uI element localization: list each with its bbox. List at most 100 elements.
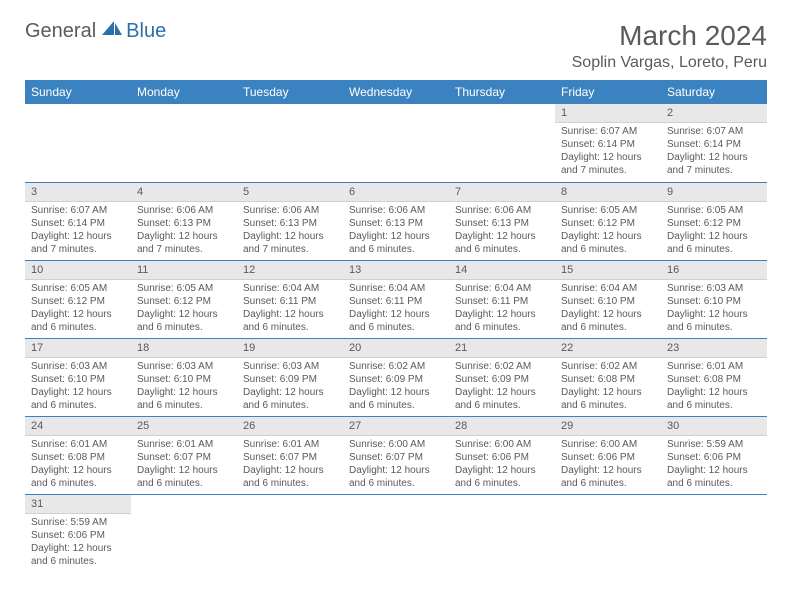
sunset-text: Sunset: 6:08 PM	[667, 373, 761, 386]
daylight-text: Daylight: 12 hours and 7 minutes.	[31, 230, 125, 256]
sunset-text: Sunset: 6:06 PM	[561, 451, 655, 464]
day-content: Sunrise: 6:01 AMSunset: 6:08 PMDaylight:…	[661, 358, 767, 415]
day-number: 19	[237, 339, 343, 358]
calendar-day-cell: 25Sunrise: 6:01 AMSunset: 6:07 PMDayligh…	[131, 416, 237, 494]
sunset-text: Sunset: 6:06 PM	[667, 451, 761, 464]
day-content: Sunrise: 5:59 AMSunset: 6:06 PMDaylight:…	[25, 514, 131, 571]
calendar-day-cell: 18Sunrise: 6:03 AMSunset: 6:10 PMDayligh…	[131, 338, 237, 416]
sunrise-text: Sunrise: 6:03 AM	[31, 360, 125, 373]
day-number: 12	[237, 261, 343, 280]
sunrise-text: Sunrise: 6:00 AM	[455, 438, 549, 451]
day-number: 22	[555, 339, 661, 358]
logo-text-general: General	[25, 20, 96, 43]
daylight-text: Daylight: 12 hours and 6 minutes.	[561, 308, 655, 334]
calendar-day-cell: 9Sunrise: 6:05 AMSunset: 6:12 PMDaylight…	[661, 182, 767, 260]
sunset-text: Sunset: 6:12 PM	[667, 217, 761, 230]
calendar-day-cell: 5Sunrise: 6:06 AMSunset: 6:13 PMDaylight…	[237, 182, 343, 260]
sunset-text: Sunset: 6:09 PM	[349, 373, 443, 386]
sunrise-text: Sunrise: 6:07 AM	[667, 125, 761, 138]
calendar-day-cell: 29Sunrise: 6:00 AMSunset: 6:06 PMDayligh…	[555, 416, 661, 494]
day-number: 2	[661, 104, 767, 123]
sunrise-text: Sunrise: 6:04 AM	[349, 282, 443, 295]
day-number: 15	[555, 261, 661, 280]
daylight-text: Daylight: 12 hours and 6 minutes.	[31, 386, 125, 412]
day-number: 4	[131, 183, 237, 202]
day-content: Sunrise: 6:04 AMSunset: 6:10 PMDaylight:…	[555, 280, 661, 337]
day-content: Sunrise: 6:00 AMSunset: 6:06 PMDaylight:…	[449, 436, 555, 493]
day-number: 14	[449, 261, 555, 280]
day-number: 8	[555, 183, 661, 202]
daylight-text: Daylight: 12 hours and 6 minutes.	[243, 386, 337, 412]
calendar-day-cell: 6Sunrise: 6:06 AMSunset: 6:13 PMDaylight…	[343, 182, 449, 260]
sunset-text: Sunset: 6:14 PM	[31, 217, 125, 230]
day-number: 25	[131, 417, 237, 436]
sunset-text: Sunset: 6:13 PM	[243, 217, 337, 230]
sunrise-text: Sunrise: 6:04 AM	[561, 282, 655, 295]
daylight-text: Daylight: 12 hours and 7 minutes.	[137, 230, 231, 256]
day-content: Sunrise: 6:00 AMSunset: 6:07 PMDaylight:…	[343, 436, 449, 493]
sunset-text: Sunset: 6:06 PM	[455, 451, 549, 464]
sunrise-text: Sunrise: 6:04 AM	[455, 282, 549, 295]
day-content: Sunrise: 6:07 AMSunset: 6:14 PMDaylight:…	[25, 202, 131, 259]
calendar-day-cell	[237, 494, 343, 572]
calendar-day-cell	[555, 494, 661, 572]
day-number: 26	[237, 417, 343, 436]
calendar-day-cell	[131, 104, 237, 182]
day-content: Sunrise: 6:03 AMSunset: 6:10 PMDaylight:…	[25, 358, 131, 415]
day-content: Sunrise: 6:06 AMSunset: 6:13 PMDaylight:…	[237, 202, 343, 259]
sunrise-text: Sunrise: 6:06 AM	[455, 204, 549, 217]
daylight-text: Daylight: 12 hours and 6 minutes.	[455, 386, 549, 412]
daylight-text: Daylight: 12 hours and 6 minutes.	[137, 386, 231, 412]
daylight-text: Daylight: 12 hours and 7 minutes.	[667, 151, 761, 177]
day-content: Sunrise: 6:05 AMSunset: 6:12 PMDaylight:…	[555, 202, 661, 259]
calendar-week-row: 17Sunrise: 6:03 AMSunset: 6:10 PMDayligh…	[25, 338, 767, 416]
calendar-day-cell: 14Sunrise: 6:04 AMSunset: 6:11 PMDayligh…	[449, 260, 555, 338]
calendar-day-cell: 10Sunrise: 6:05 AMSunset: 6:12 PMDayligh…	[25, 260, 131, 338]
day-number: 28	[449, 417, 555, 436]
calendar-day-cell: 20Sunrise: 6:02 AMSunset: 6:09 PMDayligh…	[343, 338, 449, 416]
day-content: Sunrise: 6:04 AMSunset: 6:11 PMDaylight:…	[449, 280, 555, 337]
day-content: Sunrise: 6:05 AMSunset: 6:12 PMDaylight:…	[25, 280, 131, 337]
sunrise-text: Sunrise: 6:01 AM	[243, 438, 337, 451]
calendar-week-row: 31Sunrise: 5:59 AMSunset: 6:06 PMDayligh…	[25, 494, 767, 572]
day-content: Sunrise: 6:00 AMSunset: 6:06 PMDaylight:…	[555, 436, 661, 493]
sunrise-text: Sunrise: 6:01 AM	[667, 360, 761, 373]
logo-sail-icon	[100, 19, 124, 37]
weekday-header: Friday	[555, 80, 661, 104]
daylight-text: Daylight: 12 hours and 6 minutes.	[561, 464, 655, 490]
daylight-text: Daylight: 12 hours and 6 minutes.	[561, 386, 655, 412]
daylight-text: Daylight: 12 hours and 6 minutes.	[349, 308, 443, 334]
day-content: Sunrise: 6:01 AMSunset: 6:08 PMDaylight:…	[25, 436, 131, 493]
sunrise-text: Sunrise: 6:05 AM	[137, 282, 231, 295]
calendar-day-cell	[661, 494, 767, 572]
sunset-text: Sunset: 6:08 PM	[31, 451, 125, 464]
calendar-day-cell	[449, 494, 555, 572]
sunset-text: Sunset: 6:14 PM	[561, 138, 655, 151]
calendar-day-cell: 1Sunrise: 6:07 AMSunset: 6:14 PMDaylight…	[555, 104, 661, 182]
sunset-text: Sunset: 6:10 PM	[31, 373, 125, 386]
day-number: 20	[343, 339, 449, 358]
day-content: Sunrise: 6:02 AMSunset: 6:08 PMDaylight:…	[555, 358, 661, 415]
sunset-text: Sunset: 6:09 PM	[243, 373, 337, 386]
calendar-day-cell	[25, 104, 131, 182]
calendar-day-cell	[237, 104, 343, 182]
calendar-day-cell: 27Sunrise: 6:00 AMSunset: 6:07 PMDayligh…	[343, 416, 449, 494]
sunset-text: Sunset: 6:07 PM	[349, 451, 443, 464]
day-number: 13	[343, 261, 449, 280]
day-number: 24	[25, 417, 131, 436]
calendar-day-cell: 19Sunrise: 6:03 AMSunset: 6:09 PMDayligh…	[237, 338, 343, 416]
day-content: Sunrise: 6:07 AMSunset: 6:14 PMDaylight:…	[555, 123, 661, 180]
daylight-text: Daylight: 12 hours and 6 minutes.	[667, 230, 761, 256]
calendar-day-cell: 31Sunrise: 5:59 AMSunset: 6:06 PMDayligh…	[25, 494, 131, 572]
sunset-text: Sunset: 6:13 PM	[137, 217, 231, 230]
sunrise-text: Sunrise: 6:07 AM	[561, 125, 655, 138]
daylight-text: Daylight: 12 hours and 6 minutes.	[455, 308, 549, 334]
daylight-text: Daylight: 12 hours and 6 minutes.	[243, 308, 337, 334]
weekday-header: Saturday	[661, 80, 767, 104]
calendar-day-cell: 26Sunrise: 6:01 AMSunset: 6:07 PMDayligh…	[237, 416, 343, 494]
sunrise-text: Sunrise: 6:06 AM	[137, 204, 231, 217]
sunset-text: Sunset: 6:10 PM	[561, 295, 655, 308]
day-number: 16	[661, 261, 767, 280]
day-content: Sunrise: 6:04 AMSunset: 6:11 PMDaylight:…	[237, 280, 343, 337]
daylight-text: Daylight: 12 hours and 6 minutes.	[137, 464, 231, 490]
